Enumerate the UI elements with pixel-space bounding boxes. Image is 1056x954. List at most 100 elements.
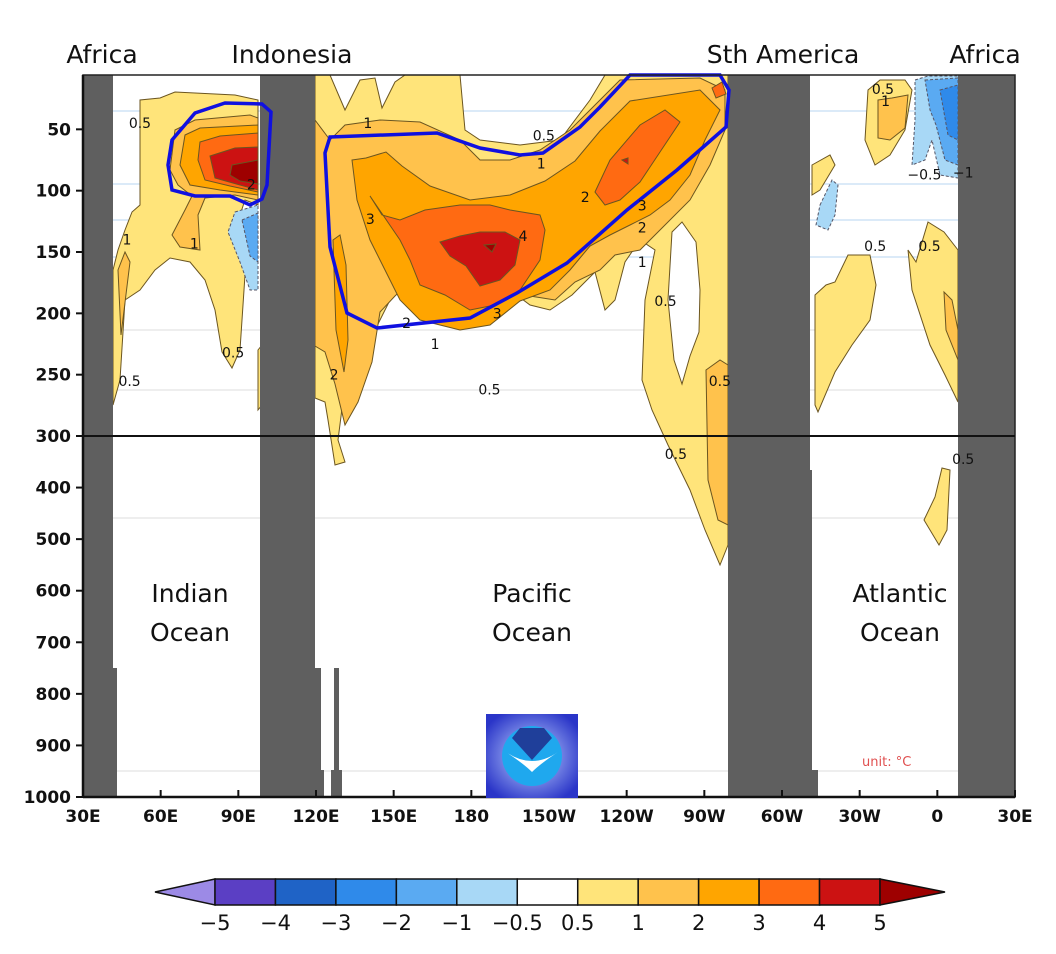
highlight-pacific	[323, 73, 731, 330]
contour-label: 0.5	[118, 374, 140, 390]
contour-neg-2	[939, 84, 959, 141]
colorbar-arrow-min	[154, 878, 216, 906]
x-tick-label: 60W	[761, 807, 804, 827]
contour-label: 0.5	[222, 346, 244, 362]
contour-1	[877, 94, 909, 141]
colorbar-arrow-max	[879, 878, 946, 906]
y-tick-label: 1000	[24, 788, 71, 808]
y-tick-label: 50	[47, 120, 71, 140]
colorbar-swatch	[576, 878, 639, 906]
colorbar-swatch	[274, 878, 337, 906]
colorbar: −5 −4 −3 −2 −1 −0.5 0.5 1 2 3 4 5	[154, 878, 946, 935]
x-tick-label: 30E	[65, 807, 100, 827]
x-tick-label: 30E	[997, 807, 1032, 827]
contour-label: 0.5	[478, 382, 500, 398]
land-indonesia-strip	[331, 668, 342, 797]
colorbar-label: −3	[320, 911, 351, 935]
contour-1	[117, 250, 131, 336]
contour-label: 0.5	[709, 374, 731, 390]
colorbar-label: 5	[873, 911, 886, 935]
y-tick-label: 250	[36, 366, 72, 386]
contour-label: −0.5	[907, 168, 941, 184]
contour-label: 3	[493, 306, 502, 322]
contour-hole	[667, 221, 701, 386]
region-label-africa-east: Africa	[949, 40, 1020, 69]
colorbar-label: −2	[381, 911, 412, 935]
ocean-label-atlantic-1: Atlantic	[852, 579, 947, 608]
y-tick-label: 800	[36, 685, 72, 705]
colorbar-swatch	[758, 878, 821, 906]
x-tick-label: 60E	[143, 807, 178, 827]
ocean-label-pacific-1: Pacific	[492, 579, 571, 608]
colorbar-label: −4	[260, 911, 291, 935]
contour-label: 1	[638, 255, 647, 271]
contour-label: 0.5	[654, 294, 676, 310]
colorbar-swatch	[697, 878, 760, 906]
colorbar-label: 3	[752, 911, 765, 935]
ocean-label-pacific-2: Ocean	[492, 618, 572, 647]
colorbar-label: 0.5	[561, 911, 594, 935]
colorbar-label: −0.5	[492, 911, 543, 935]
contour-label: 0.5	[952, 452, 974, 468]
x-tick-label: 180	[454, 807, 490, 827]
x-tick-label: 30W	[838, 807, 881, 827]
contour-0.5	[811, 154, 836, 196]
y-tick-label: 400	[36, 479, 72, 499]
contour-label: 2	[638, 220, 647, 236]
contour-0.5	[814, 254, 877, 414]
contour-4	[439, 231, 521, 287]
contour-label: 2	[402, 316, 411, 332]
x-tick-label: 90W	[683, 807, 726, 827]
y-tick-label: 900	[36, 736, 72, 756]
contour-label: 1	[123, 233, 132, 249]
y-tick-label: 300	[36, 427, 72, 447]
x-tick-label: 0	[931, 807, 943, 827]
contour-neg-1	[241, 212, 259, 263]
ocean-label-indian-2: Ocean	[150, 618, 230, 647]
contour-label: −1	[953, 165, 974, 181]
colorbar-swatch	[818, 878, 881, 906]
contour-label: 0.5	[872, 82, 894, 98]
contour-label: 0.5	[864, 239, 886, 255]
pacific-ocean-contours	[314, 74, 729, 567]
colorbar-label: 1	[631, 911, 644, 935]
x-tick-label: 120E	[292, 807, 339, 827]
contour-label: 0.5	[665, 447, 687, 463]
contour-label: 0.5	[918, 239, 940, 255]
contour-label: 3	[366, 212, 375, 228]
contour-0.5	[923, 467, 951, 547]
colorbar-label: 2	[692, 911, 705, 935]
contour-5	[229, 159, 259, 185]
highlight-indian-ocean	[166, 101, 273, 207]
colorbar-swatch	[335, 878, 398, 906]
axis-ticks: 30E 60E 90E 120E 150E 180 150W 120W 90W 60W 30W 0 30…	[24, 120, 1033, 827]
colorbar-label: −1	[441, 911, 472, 935]
y-tick-label: 150	[36, 243, 72, 263]
ocean-label-atlantic-2: Ocean	[860, 618, 940, 647]
y-tick-label: 100	[36, 182, 72, 202]
x-tick-label: 120W	[600, 807, 654, 827]
colorbar-label: −5	[200, 911, 231, 935]
contour-neg-0.5	[815, 179, 839, 231]
contour-label: 0.5	[129, 116, 151, 132]
y-tick-label: 200	[36, 304, 72, 324]
ocean-label-indian-1: Indian	[151, 579, 228, 608]
y-tick-label: 500	[36, 530, 72, 550]
x-tick-label: 150E	[370, 807, 417, 827]
contour-label: 0.5	[533, 128, 555, 144]
y-tick-label: 700	[36, 633, 72, 653]
y-tick-label: 600	[36, 582, 72, 602]
contour-label: 4	[519, 229, 528, 245]
unit-label: unit: °C	[862, 755, 911, 770]
x-tick-label: 150W	[522, 807, 576, 827]
contour-5	[482, 243, 497, 253]
colorbar-swatch	[637, 878, 700, 906]
contour-label: 1	[537, 157, 546, 173]
colorbar-swatch	[516, 878, 579, 906]
contour-label: 2	[330, 368, 339, 384]
contour-label: 1	[881, 94, 890, 110]
region-label-south-america: Sth America	[707, 40, 860, 69]
x-tick-label: 90E	[221, 807, 256, 827]
contour-3	[594, 109, 681, 206]
